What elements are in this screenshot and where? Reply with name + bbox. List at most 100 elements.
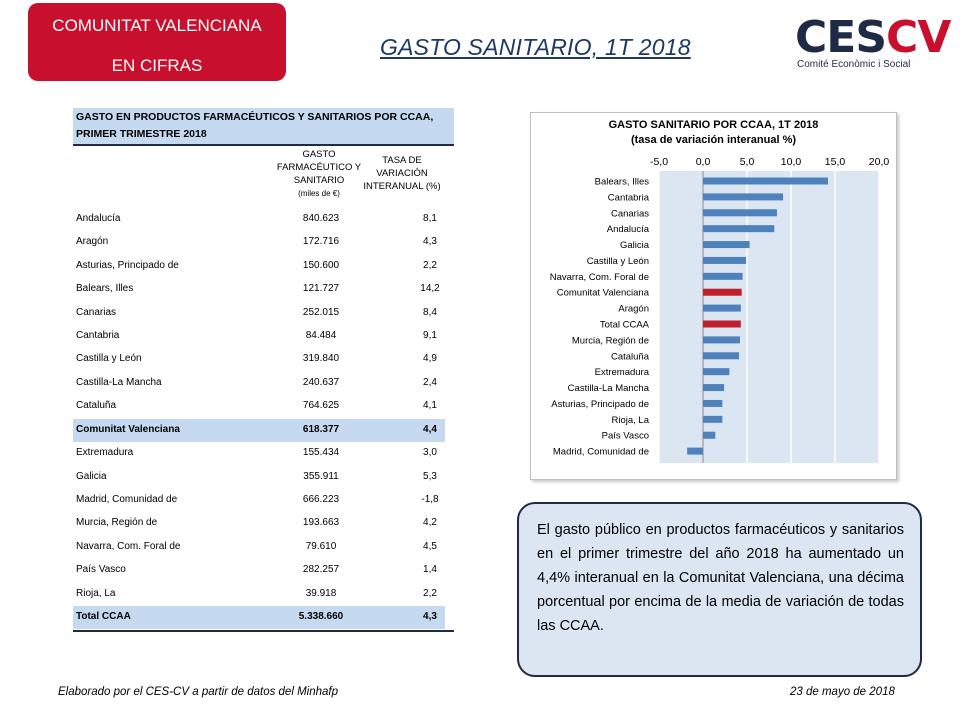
table-row: Murcia, Región de 193.663 4,2 bbox=[73, 512, 445, 535]
category-label: Comunitat Valenciana bbox=[557, 288, 650, 299]
chart-subtitle: (tasa de variación interanual %) bbox=[630, 134, 797, 146]
category-label: Madrid, Comunidad de bbox=[553, 447, 649, 458]
table-row: Balears, Illes 121.727 14,2 bbox=[73, 278, 445, 301]
row-rate-value: 2,4 bbox=[423, 377, 437, 388]
row-region-name: Cantabria bbox=[76, 330, 120, 341]
bar bbox=[703, 352, 740, 360]
column-header-expenditure-unit: (miles de €) bbox=[298, 189, 340, 198]
row-region-name: Galicia bbox=[76, 471, 107, 482]
bar bbox=[703, 241, 750, 249]
row-region-name: Murcia, Región de bbox=[76, 517, 158, 528]
row-expenditure-value: 155.434 bbox=[302, 447, 340, 458]
bar bbox=[703, 256, 747, 264]
row-region-name: Canarias bbox=[76, 307, 117, 318]
category-label: Castilla-La Mancha bbox=[568, 383, 650, 394]
row-rate-value: 3,0 bbox=[423, 447, 437, 458]
table-row: Comunitat Valenciana 618.377 4,4 bbox=[73, 419, 445, 442]
row-expenditure-value: 282.257 bbox=[302, 564, 340, 575]
row-rate-value: 8,4 bbox=[423, 307, 437, 318]
table-row: Madrid, Comunidad de 666.223 -1,8 bbox=[73, 489, 445, 512]
table-row: Andalucía 840.623 8,1 bbox=[73, 208, 445, 231]
column-header-expenditure: GASTO FARMACÉUTICO Y SANITARIO (miles de… bbox=[268, 148, 370, 200]
bar bbox=[703, 225, 775, 233]
category-label: Asturias, Principado de bbox=[551, 399, 649, 410]
plot-area bbox=[659, 171, 879, 463]
table-top-rule bbox=[73, 144, 454, 146]
category-label: Andalucía bbox=[607, 224, 650, 235]
bar bbox=[703, 272, 743, 280]
row-region-name: Rioja, La bbox=[76, 588, 116, 599]
row-expenditure-value: 150.600 bbox=[302, 260, 340, 271]
row-expenditure-value: 666.223 bbox=[302, 494, 340, 505]
row-region-name: Balears, Illes bbox=[76, 283, 134, 294]
source-note: Elaborado por el CES-CV a partir de dato… bbox=[58, 686, 338, 698]
category-label: Navarra, Com. Foral de bbox=[550, 272, 649, 283]
bar bbox=[703, 415, 723, 423]
bar bbox=[703, 209, 777, 217]
row-expenditure-value: 618.377 bbox=[302, 424, 340, 435]
row-expenditure-value: 252.015 bbox=[302, 307, 340, 318]
column-header-expenditure-label: GASTO FARMACÉUTICO Y SANITARIO bbox=[276, 149, 362, 186]
bar bbox=[703, 193, 784, 201]
x-tick-label: 20,0 bbox=[869, 156, 890, 168]
category-label: Murcia, Región de bbox=[572, 335, 649, 346]
row-region-name: Aragón bbox=[76, 236, 109, 247]
category-label: Galicia bbox=[620, 240, 650, 251]
row-rate-value: 5,3 bbox=[423, 471, 437, 482]
table-row: Galicia 355.911 5,3 bbox=[73, 466, 445, 489]
bar bbox=[703, 399, 723, 407]
row-rate-value: -1,8 bbox=[421, 494, 439, 505]
bar bbox=[703, 384, 725, 392]
bar bbox=[687, 447, 703, 455]
logo-cv: CV bbox=[886, 12, 951, 63]
table-row: Canarias 252.015 8,4 bbox=[73, 302, 445, 325]
table-row: Navarra, Com. Foral de 79.610 4,5 bbox=[73, 536, 445, 559]
row-rate-value: 9,1 bbox=[423, 330, 437, 341]
row-rate-value: 4,2 bbox=[423, 517, 437, 528]
x-tick-label: 10,0 bbox=[781, 156, 802, 168]
row-region-name: Castilla y León bbox=[76, 353, 142, 364]
category-label: Extremadura bbox=[595, 367, 650, 378]
row-region-name: Navarra, Com. Foral de bbox=[76, 541, 181, 552]
row-rate-value: 2,2 bbox=[423, 588, 437, 599]
bar bbox=[703, 304, 741, 312]
row-expenditure-value: 840.623 bbox=[302, 213, 340, 224]
row-rate-value: 4,1 bbox=[423, 400, 437, 411]
row-expenditure-value: 172.716 bbox=[302, 236, 340, 247]
bar bbox=[703, 368, 730, 376]
table-row: Rioja, La 39.918 2,2 bbox=[73, 583, 445, 606]
table-header: GASTO FARMACÉUTICO Y SANITARIO (miles de… bbox=[73, 146, 454, 206]
expenditure-table: GASTO EN PRODUCTOS FARMACÉUTICOS Y SANIT… bbox=[73, 108, 454, 632]
commentary-box: El gasto público en productos farmacéuti… bbox=[517, 502, 922, 677]
row-region-name: País Vasco bbox=[76, 564, 126, 575]
logo-ces: CES bbox=[795, 12, 887, 63]
bar bbox=[703, 336, 740, 344]
x-tick-label: 0,0 bbox=[696, 156, 711, 168]
row-expenditure-value: 84.484 bbox=[305, 330, 337, 341]
row-expenditure-value: 240.637 bbox=[302, 377, 340, 388]
table-bottom-rule bbox=[73, 630, 454, 632]
row-expenditure-value: 764.625 bbox=[302, 400, 340, 411]
x-tick-label: 15,0 bbox=[825, 156, 846, 168]
row-rate-value: 4,4 bbox=[423, 424, 437, 435]
page-title: GASTO SANITARIO, 1T 2018 bbox=[380, 34, 691, 60]
row-rate-value: 4,9 bbox=[423, 353, 437, 364]
bar bbox=[703, 177, 828, 185]
row-rate-value: 1,4 bbox=[423, 564, 437, 575]
table-row: Castilla-La Mancha 240.637 2,4 bbox=[73, 372, 445, 395]
row-expenditure-value: 355.911 bbox=[303, 471, 339, 482]
x-tick-label: -5,0 bbox=[650, 156, 668, 168]
table-row: Extremadura 155.434 3,0 bbox=[73, 442, 445, 465]
column-header-rate: TASA DE VARIACIÓN INTERANUAL (%) bbox=[363, 155, 441, 192]
row-rate-value: 4,3 bbox=[423, 611, 437, 622]
row-rate-value: 4,5 bbox=[423, 541, 437, 552]
row-region-name: Total CCAA bbox=[76, 611, 131, 622]
bar bbox=[703, 431, 716, 439]
row-region-name: Extremadura bbox=[76, 447, 134, 458]
bar-chart: GASTO SANITARIO POR CCAA, 1T 2018 (tasa … bbox=[530, 112, 897, 480]
category-label: Total CCAA bbox=[600, 320, 650, 331]
row-rate-value: 14,2 bbox=[420, 283, 440, 294]
row-rate-value: 8,1 bbox=[423, 213, 437, 224]
table-row: Cantabria 84.484 9,1 bbox=[73, 325, 445, 348]
badge-line-2: EN CIFRAS bbox=[111, 56, 203, 75]
